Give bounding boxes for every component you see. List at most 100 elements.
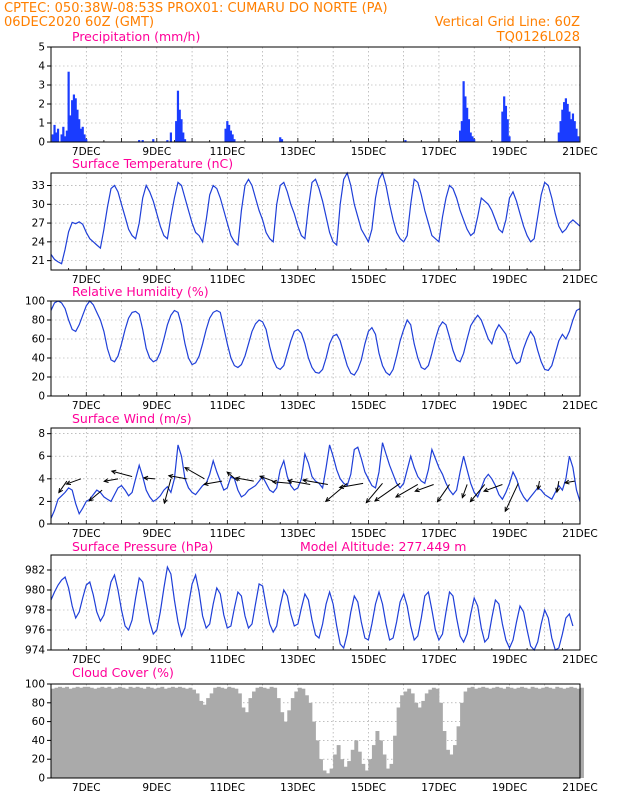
temperature-xtick-label: 17DEC: [421, 274, 456, 286]
cloud-cover-bar: [86, 686, 91, 778]
precipitation-bar: [226, 121, 229, 142]
wind-arrow-head: [202, 481, 209, 486]
cloud-cover-bar: [185, 688, 189, 778]
wind-arrow-head: [563, 479, 570, 485]
wind-arrow: [287, 478, 311, 485]
precipitation-bar: [233, 139, 236, 142]
cloud-cover-bar: [89, 687, 94, 778]
precipitation-bar: [138, 140, 141, 142]
cloud-cover-bar: [572, 687, 577, 778]
cloud-cover-bar: [333, 754, 338, 778]
cloud-cover-bar: [213, 687, 218, 778]
humidity-xtick-label: 19DEC: [492, 400, 527, 412]
wind-arrow-head: [536, 484, 542, 491]
cloud-cover-xtick-label: 15DEC: [351, 782, 386, 794]
humidity-xtick-label: 21DEC: [562, 400, 597, 412]
model-altitude-label: Model Altitude: 277.449 m: [300, 539, 466, 554]
pressure-ytick-label: 974: [25, 645, 45, 657]
cloud-cover-bar: [453, 745, 457, 778]
cloud-cover-xtick-label: 21DEC: [562, 782, 597, 794]
humidity-ytick-label: 40: [32, 353, 45, 365]
cloud-cover-bar: [576, 688, 581, 778]
cloud-cover-bar: [562, 688, 567, 778]
cloud-cover-bar: [378, 740, 383, 778]
precipitation-bar: [56, 128, 60, 142]
wind-arrow-head: [271, 479, 278, 485]
wind-frame: [50, 427, 581, 525]
wind-arrow-shaft: [288, 480, 311, 485]
precipitation-xtick-label: 15DEC: [351, 146, 386, 158]
cloud-cover-ytick-label: 0: [38, 773, 45, 785]
humidity-xtick-label: 15DEC: [351, 400, 386, 412]
precipitation-bar: [180, 119, 183, 142]
wind-arrow: [469, 484, 486, 503]
wind-arrow-shaft: [66, 478, 82, 485]
wind-arrow-head: [461, 493, 466, 499]
cloud-cover-bar: [61, 687, 66, 778]
precipitation-bar: [473, 139, 476, 142]
cloud-cover-bar: [449, 754, 454, 778]
wind-arrow-shaft: [235, 477, 254, 482]
cloud-cover-bar: [72, 687, 77, 778]
precipitation-bar: [78, 119, 81, 142]
precipitation-bar: [566, 104, 569, 142]
cloud-cover-bar: [350, 749, 355, 778]
precipitation-ytick-label: 5: [38, 42, 45, 54]
cloud-cover-bar: [512, 688, 517, 778]
wind-arrow: [563, 479, 575, 485]
cloud-cover-bar: [389, 763, 394, 778]
wind-arrow: [142, 475, 156, 481]
cloud-cover-bar: [505, 686, 510, 778]
cloud-cover-bar: [322, 770, 327, 778]
humidity-ytick-label: 100: [25, 296, 45, 308]
temperature-xtick-label: 11DEC: [210, 274, 245, 286]
precipitation-frame: [50, 46, 581, 143]
cloud-cover-bar: [435, 688, 440, 778]
humidity-ytick-label: 0: [38, 391, 45, 403]
wind-arrow: [555, 480, 560, 494]
pressure-xtick-label: 17DEC: [421, 654, 456, 666]
precipitation-bar: [404, 140, 407, 142]
cloud-cover-bar: [421, 700, 426, 778]
wind-arrow-shaft: [88, 489, 103, 502]
precipitation-xtick-label: 11DEC: [210, 146, 245, 158]
cloud-cover-xtick-label: 9DEC: [142, 782, 171, 794]
wind-arrow: [258, 475, 274, 482]
precipitation-bar: [141, 140, 144, 142]
cloud-cover-bar: [484, 687, 489, 778]
cloud-cover-bar: [54, 687, 59, 778]
cloud-cover-bar: [315, 740, 320, 778]
humidity-xtick-label: 11DEC: [210, 400, 245, 412]
cloud-cover-bar: [244, 712, 249, 778]
precipitation-bar: [568, 111, 571, 142]
cloud-cover-bar: [442, 731, 447, 778]
wind-arrow: [202, 480, 223, 486]
wind-arrow: [103, 478, 119, 483]
wind-arrow-shaft: [365, 483, 383, 503]
precipitation-bar: [504, 105, 508, 142]
precipitation-bar: [178, 109, 181, 142]
cloud-cover-bar: [527, 688, 532, 778]
wind-arrow: [504, 483, 519, 513]
cloud-cover-bar: [142, 688, 147, 778]
precipitation-bar: [65, 130, 68, 142]
cloud-cover-bar: [558, 687, 563, 778]
wind-arrow-head: [258, 475, 265, 480]
wind-arrow-shaft: [556, 480, 560, 493]
cloud-cover-bar: [347, 761, 352, 778]
wind-arrow-head: [555, 487, 560, 494]
cloud-cover-bar: [234, 688, 239, 778]
cloud-cover-bar: [509, 687, 514, 778]
wind-arrow: [414, 484, 434, 493]
wind-arrow-head: [287, 478, 293, 484]
panels: Precipitation (mm/h) 0 1 2 3 4 5 7DEC 9DEC 11DEC 1…: [25, 29, 598, 794]
humidity-ytick-label: 80: [32, 315, 45, 327]
precipitation-bar: [176, 90, 180, 142]
wind-arrow-head: [338, 484, 345, 490]
cloud-cover-bar: [255, 687, 260, 778]
cloud-cover-bar: [128, 686, 133, 778]
precipitation-bar: [81, 126, 84, 142]
header-run-date: 06DEC2020 60Z (GMT): [4, 15, 154, 30]
header-location: CPTEC: 050:38W-08:53S PROX01: CUMARU DO …: [4, 1, 388, 16]
precipitation-bar: [573, 121, 576, 142]
